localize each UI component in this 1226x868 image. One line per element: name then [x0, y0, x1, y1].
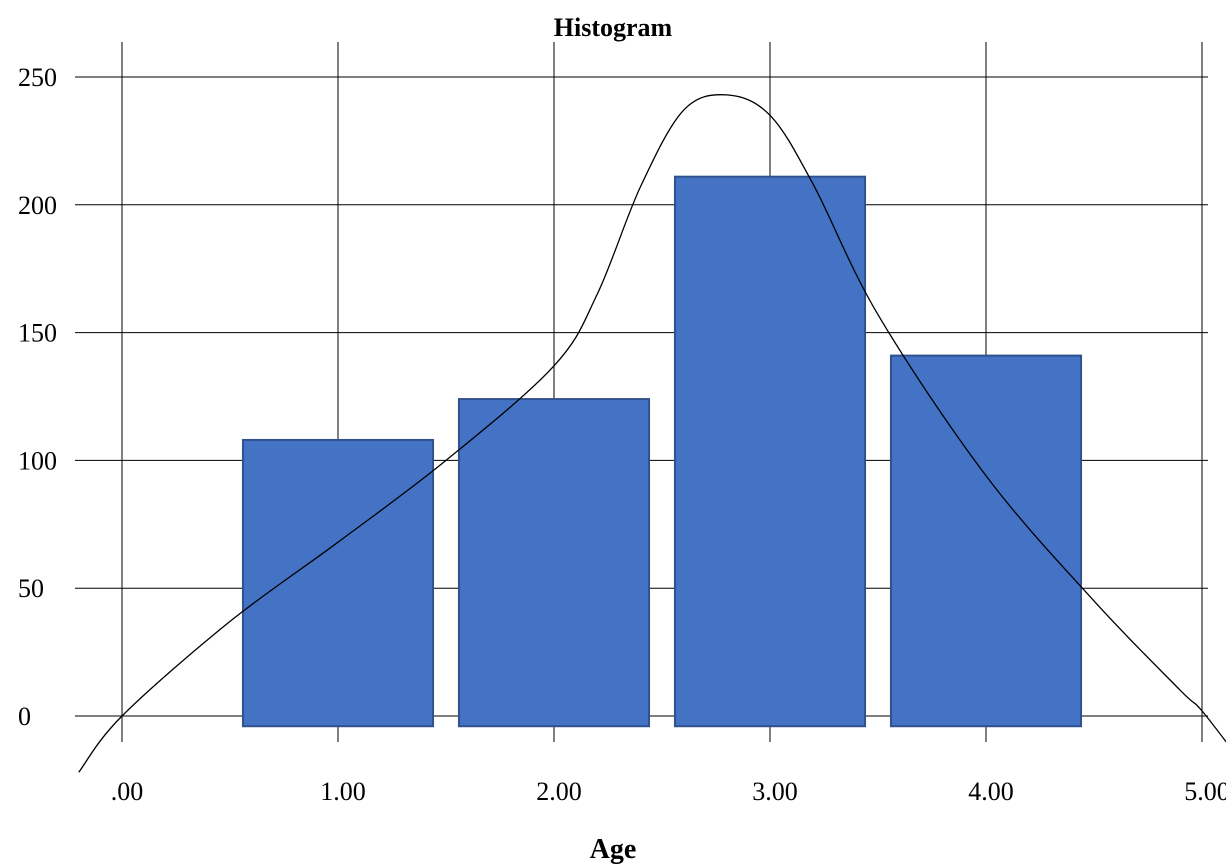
x-tick-label: .00: [111, 777, 144, 806]
x-tick-label: 5.00: [1184, 777, 1226, 806]
y-tick-label: 100: [18, 446, 57, 475]
y-tick-label: 250: [18, 63, 57, 92]
bar: [889, 354, 1083, 728]
bar: [457, 398, 651, 728]
x-tick-label: 1.00: [320, 777, 366, 806]
bars: [241, 175, 1083, 728]
x-tick-label: 2.00: [536, 777, 582, 806]
y-tick-label: 0: [18, 702, 31, 731]
x-tick-label: 4.00: [968, 777, 1014, 806]
y-tick-label: 50: [18, 574, 44, 603]
x-axis-label: Age: [590, 834, 637, 865]
x-tick-labels: .00 1.00 2.00 3.00 4.00 5.00: [111, 777, 1226, 806]
chart-title: Histogram: [554, 13, 673, 42]
normal-curve: [78, 94, 1226, 773]
curve-line: [78, 94, 1226, 773]
x-tick-label: 3.00: [752, 777, 798, 806]
bar: [673, 175, 867, 728]
y-tick-label: 200: [18, 191, 57, 220]
y-tick-labels: 0 50 100 150 200 250: [18, 63, 57, 731]
bar: [241, 438, 435, 728]
y-tick-label: 150: [18, 319, 57, 348]
